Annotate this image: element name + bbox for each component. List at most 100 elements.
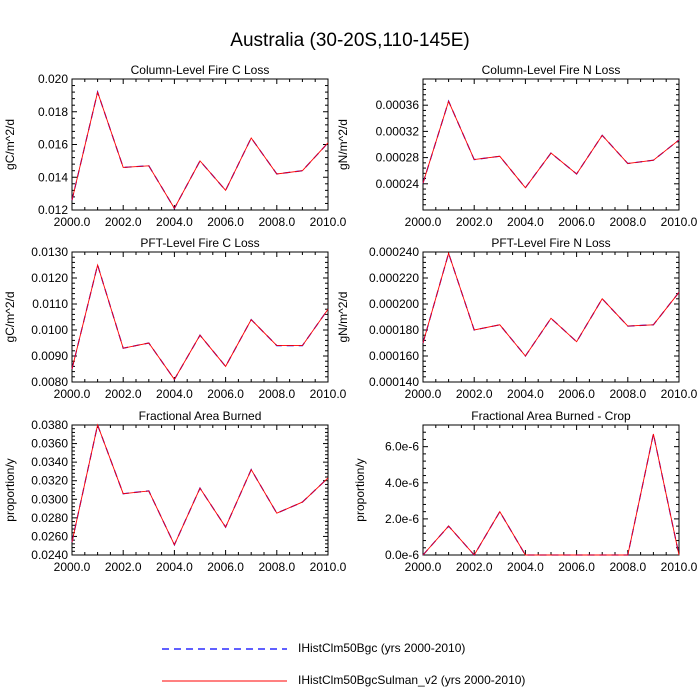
legend-label-sulman: IHistClm50BgcSulman_v2 (yrs 2000-2010) [298,673,526,687]
y-tick-label: 0.000160 [369,349,419,363]
x-tick-label: 2006.0 [207,215,244,229]
y-tick-label: 0.0340 [31,455,68,469]
y-tick-label: 0.0100 [31,323,68,337]
y-tick-label: 0.0120 [31,271,68,285]
x-tick-label: 2010.0 [310,387,347,401]
series-line-1 [71,89,329,210]
y-tick-label: 0.016 [38,138,68,152]
y-tick-label: 0.0090 [31,349,68,363]
x-tick-label: 2006.0 [558,215,595,229]
y-tick-label: 0.0080 [31,375,68,389]
legend [162,648,287,682]
x-tick-label: 2008.0 [609,560,646,574]
x-tick-label: 2004.0 [507,215,544,229]
plot-frame [71,78,329,211]
y-tick-label: 0.0360 [31,437,68,451]
x-tick-label: 2004.0 [507,560,544,574]
series-line-1 [71,422,329,547]
y-tick-label: 0.018 [38,105,68,119]
x-tick-label: 2004.0 [156,215,193,229]
x-tick-label: 2002.0 [105,560,142,574]
panel-2: Column-Level Fire N Loss gN/m^2/d 2000.0 20… [336,63,698,229]
y-tick-label: 0.000220 [369,271,419,285]
x-tick-label: 2002.0 [105,387,142,401]
x-tick-label: 2000.0 [54,560,91,574]
y-tick-label: 0.0260 [31,529,68,543]
y-tick-label: 0.0130 [31,245,68,259]
x-tick-label: 2008.0 [258,560,295,574]
y-axis-label: gN/m^2/d [336,119,350,170]
y-axis-label: proportion/y [3,458,17,521]
y-tick-label: 0.000140 [369,375,419,389]
page-title: Australia (30-20S,110-145E) [230,30,470,51]
x-tick-label: 2004.0 [507,387,544,401]
x-tick-label: 2010.0 [310,560,347,574]
y-axis-label: gC/m^2/d [3,292,17,343]
series-line-2 [422,99,680,189]
panel-title: Column-Level Fire N Loss [482,63,621,77]
y-tick-label: 0.014 [38,170,68,184]
x-tick-label: 2010.0 [661,560,698,574]
panel-title: Fractional Area Burned [139,409,262,423]
y-tick-label: 0.00032 [376,124,420,138]
x-tick-label: 2000.0 [405,560,442,574]
y-tick-label: 0.0240 [31,548,68,562]
y-tick-label: 0.000200 [369,297,419,311]
y-tick-label: 0.0380 [31,418,68,432]
x-tick-label: 2010.0 [661,387,698,401]
y-tick-label: 2.0e-6 [385,512,419,526]
series-line-1 [422,251,680,358]
plot-frame [71,251,329,383]
series-line-1 [422,99,680,189]
x-tick-label: 2000.0 [405,215,442,229]
x-tick-label: 2010.0 [661,215,698,229]
panel-3: PFT-Level Fire C Loss gC/m^2/d 2000.0 2002.… [3,236,347,401]
x-tick-label: 2002.0 [456,215,493,229]
plot-frame [71,424,329,556]
series-line-2 [422,433,680,556]
panel-title: Fractional Area Burned - Crop [471,409,631,423]
x-tick-label: 2004.0 [156,560,193,574]
panel-title: Column-Level Fire C Loss [131,63,270,77]
y-tick-label: 0.0300 [31,492,68,506]
x-tick-label: 2008.0 [258,387,295,401]
x-tick-label: 2008.0 [258,215,295,229]
x-tick-label: 2002.0 [105,215,142,229]
panel-title: PFT-Level Fire N Loss [491,236,610,250]
x-tick-label: 2006.0 [207,387,244,401]
x-tick-label: 2004.0 [156,387,193,401]
y-tick-label: 0.020 [38,72,68,86]
x-tick-label: 2000.0 [54,387,91,401]
y-tick-label: 0.0280 [31,511,68,525]
y-tick-label: 0.000240 [369,245,419,259]
y-tick-label: 0.00024 [376,177,420,191]
x-tick-label: 2010.0 [310,215,347,229]
x-tick-label: 2006.0 [558,387,595,401]
series-line-2 [71,263,329,381]
plot-frame [422,78,680,211]
x-tick-label: 2002.0 [456,387,493,401]
y-tick-label: 0.00028 [376,151,420,165]
y-tick-label: 0.000180 [369,323,419,337]
x-tick-label: 2006.0 [558,560,595,574]
panel-5: Fractional Area Burned proportion/y 2000.0… [3,409,347,574]
y-tick-label: 0.0e-6 [385,548,419,562]
panel-4: PFT-Level Fire N Loss gN/m^2/d 2000.0 2002.… [336,236,698,401]
series-line-2 [71,423,329,546]
panel-1: Column-Level Fire C Loss gC/m^2/d 2000.0 20… [3,63,347,229]
series-line-2 [422,251,680,357]
y-tick-label: 0.0110 [32,297,68,311]
x-tick-label: 2000.0 [405,387,442,401]
y-tick-label: 0.0320 [31,474,68,488]
plot-frame [422,251,680,383]
y-tick-label: 6.0e-6 [385,440,419,454]
legend-label-bgc: IHistClm50Bgc (yrs 2000-2010) [298,641,466,655]
series-line-1 [71,262,329,381]
y-axis-label: gN/m^2/d [336,292,350,343]
y-tick-label: 4.0e-6 [385,476,419,490]
x-tick-label: 2000.0 [54,215,91,229]
plot-frame [422,424,680,556]
x-tick-label: 2006.0 [207,560,244,574]
y-tick-label: 0.012 [38,203,68,217]
